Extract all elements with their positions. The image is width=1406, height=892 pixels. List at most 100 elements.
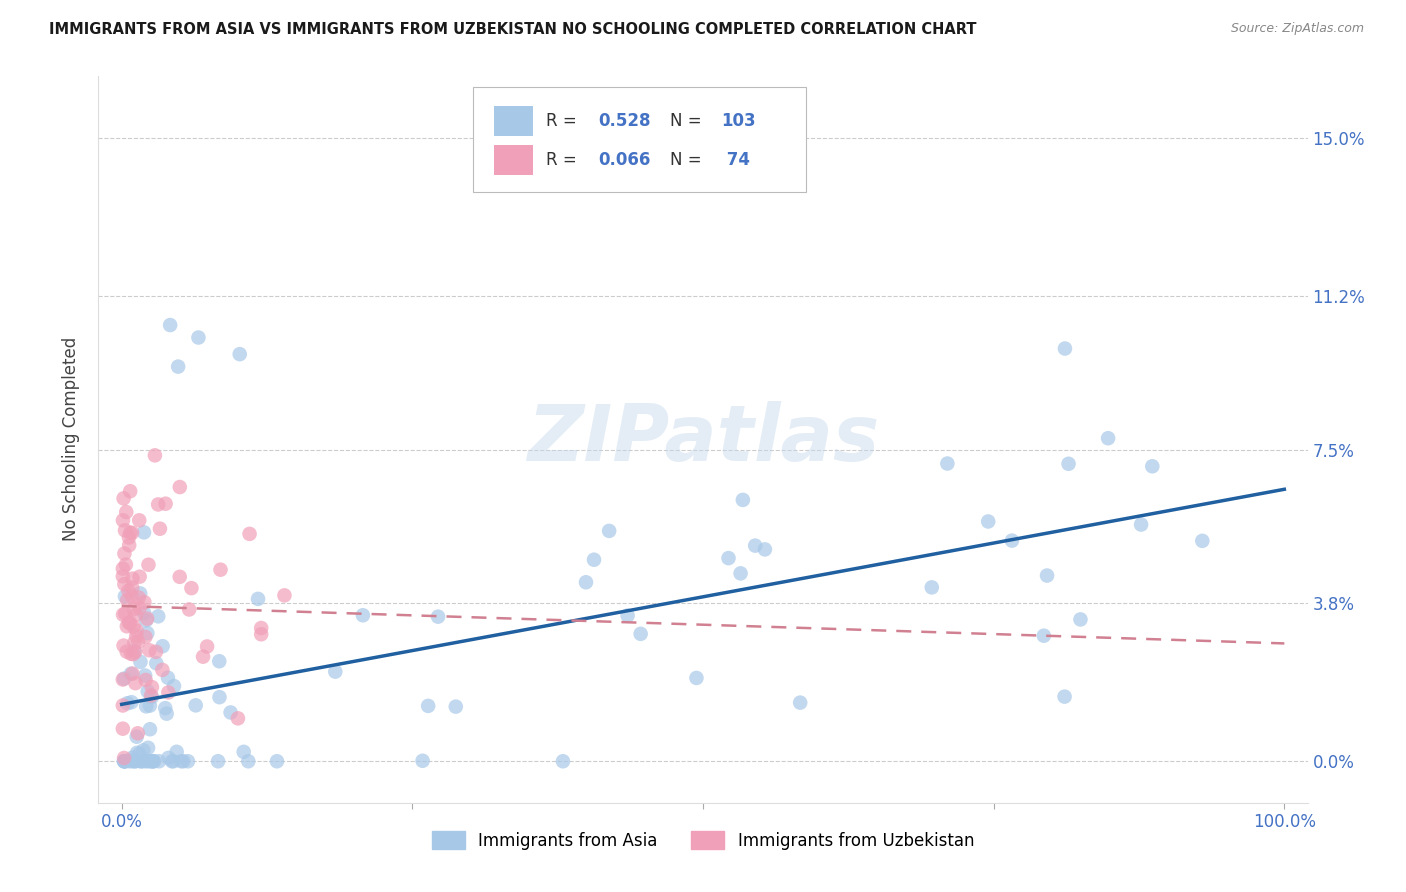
Point [122,602,145,616]
Point [112,754,135,768]
Point [124,676,146,690]
Point [117,696,139,710]
Point [145,645,167,659]
Point [112,672,135,686]
Point [132,754,155,768]
Point [266,754,288,768]
Point [111,698,134,713]
Point [160,754,183,768]
Point [207,754,229,768]
Point [180,581,202,595]
Point [184,698,207,713]
Point [125,730,148,744]
Point [418,698,440,713]
Point [177,754,200,768]
Point [112,754,135,768]
Point [1130,517,1153,532]
Point [352,608,374,623]
Point [128,747,150,761]
Point [120,647,142,661]
Point [136,684,159,698]
Point [156,671,179,685]
Point [120,666,142,681]
Point [138,754,160,768]
Point [124,635,146,649]
Point [208,690,231,705]
Point [115,645,138,659]
Point [152,639,174,653]
Point [134,630,156,644]
Point [141,754,163,768]
Point [143,448,166,462]
Point [122,620,145,634]
Point [163,679,186,693]
Point [117,583,139,598]
Point [135,613,157,627]
Point [112,577,135,591]
Point [157,751,180,765]
Point [129,655,152,669]
Point [141,680,163,694]
Point [551,754,574,768]
Point [229,347,252,361]
Point [128,591,150,605]
Text: IMMIGRANTS FROM ASIA VS IMMIGRANTS FROM UZBEKISTAN NO SCHOOLING COMPLETED CORREL: IMMIGRANTS FROM ASIA VS IMMIGRANTS FROM … [49,22,977,37]
Point [170,754,193,768]
Point [142,754,165,768]
Point [125,607,148,622]
Point [273,588,295,602]
Point [111,673,134,687]
Point [121,572,143,586]
Text: Source: ZipAtlas.com: Source: ZipAtlas.com [1230,22,1364,36]
Point [118,538,141,552]
Point [139,689,162,703]
Point [121,581,143,595]
Point [135,673,157,687]
Point [128,513,150,527]
Point [156,706,179,721]
Point [138,643,160,657]
Point [114,754,136,768]
Point [134,607,156,621]
Point [118,615,141,630]
Point [169,570,191,584]
Point [136,740,159,755]
Point [118,754,141,768]
Point [129,754,152,768]
Point [1069,612,1091,626]
Point [412,754,434,768]
Point [139,723,162,737]
Text: R =: R = [546,151,582,169]
Point [143,754,166,768]
Point [159,318,181,332]
Point [195,640,218,654]
Point [121,751,143,765]
Y-axis label: No Schooling Completed: No Schooling Completed [62,337,80,541]
Point [575,575,598,590]
Point [111,722,134,736]
Point [121,589,143,603]
Point [115,558,138,572]
Point [124,754,146,768]
Point [1053,342,1076,356]
Point [124,645,146,659]
Text: R =: R = [546,112,582,130]
Point [149,522,172,536]
Point [754,542,776,557]
Point [977,515,1000,529]
Point [118,615,141,630]
Point [148,754,170,768]
Point [114,590,136,604]
Point [124,754,146,768]
Point [187,330,209,344]
Point [134,668,156,682]
Point [1191,533,1213,548]
FancyBboxPatch shape [474,87,806,192]
Point [128,569,150,583]
Point [125,624,148,638]
Point [124,644,146,658]
Point [616,608,638,623]
Text: 74: 74 [721,151,751,169]
Point [630,627,652,641]
Point [127,726,149,740]
